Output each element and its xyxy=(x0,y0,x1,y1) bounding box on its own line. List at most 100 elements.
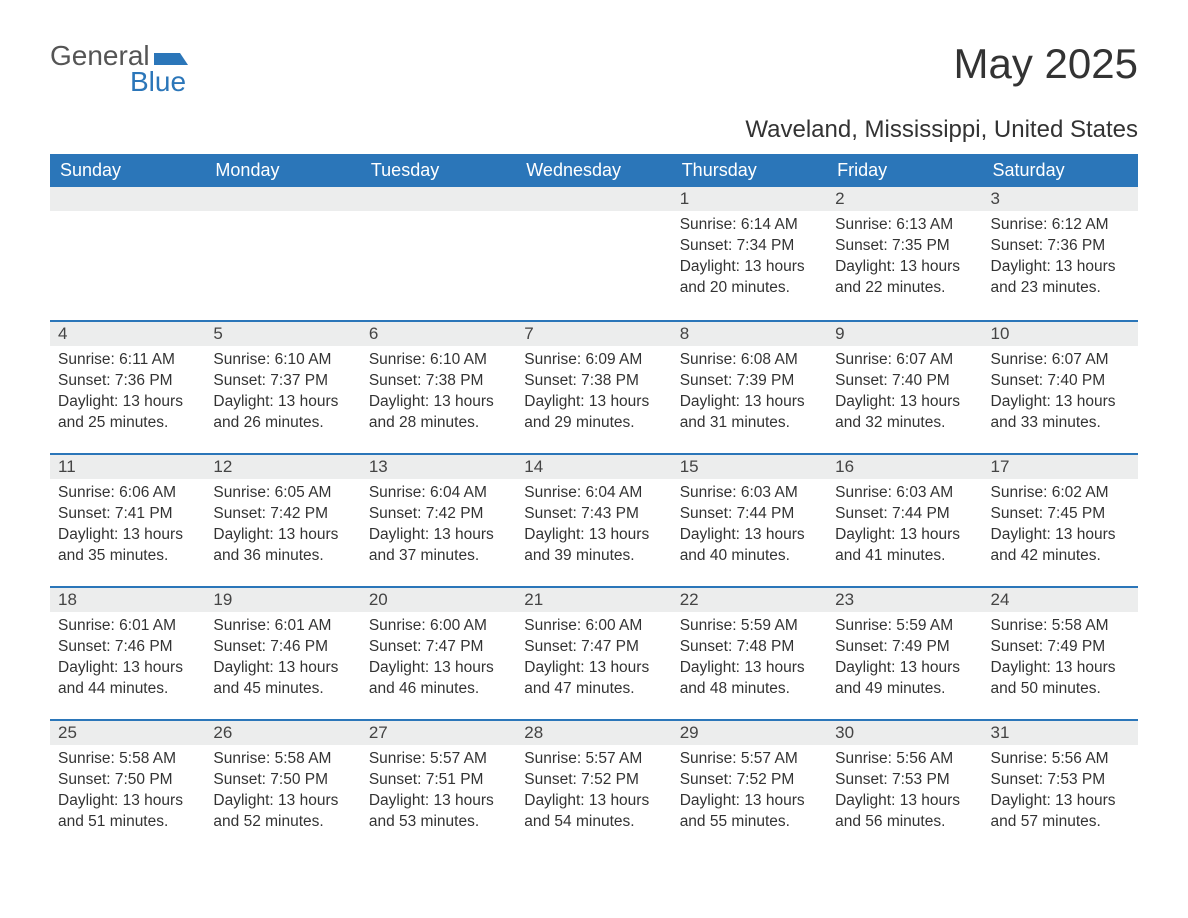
daynum-bar: 25 xyxy=(50,719,205,745)
sunrise-label: Sunrise: xyxy=(524,351,585,368)
sunrise-label: Sunrise: xyxy=(991,351,1052,368)
daynum-bar: 10 xyxy=(983,320,1138,346)
daynum-bar: 20 xyxy=(361,586,516,612)
day-details: Sunrise: 6:06 AMSunset: 7:41 PMDaylight:… xyxy=(50,479,205,567)
sunrise-label: Sunrise: xyxy=(835,216,896,233)
daylight-line: Daylight: 13 hours and 32 minutes. xyxy=(835,392,974,434)
calendar-cell: 20Sunrise: 6:00 AMSunset: 7:47 PMDayligh… xyxy=(361,586,516,719)
calendar-cell xyxy=(50,187,205,320)
sunrise-value: 5:56 AM xyxy=(1052,750,1109,767)
sunset-label: Sunset: xyxy=(213,638,270,655)
sunset-value: 7:51 PM xyxy=(426,771,484,788)
daylight-line: Daylight: 13 hours and 52 minutes. xyxy=(213,791,352,833)
daylight-line: Daylight: 13 hours and 35 minutes. xyxy=(58,525,197,567)
daylight-line: Daylight: 13 hours and 47 minutes. xyxy=(524,658,663,700)
sunset-line: Sunset: 7:42 PM xyxy=(369,504,508,525)
calendar-cell: 16Sunrise: 6:03 AMSunset: 7:44 PMDayligh… xyxy=(827,453,982,586)
daylight-line: Daylight: 13 hours and 23 minutes. xyxy=(991,257,1130,299)
sunrise-line: Sunrise: 6:06 AM xyxy=(58,483,197,504)
calendar-row: 25Sunrise: 5:58 AMSunset: 7:50 PMDayligh… xyxy=(50,719,1138,852)
sunrise-value: 5:58 AM xyxy=(275,750,332,767)
day-details: Sunrise: 6:03 AMSunset: 7:44 PMDaylight:… xyxy=(827,479,982,567)
daylight-line: Daylight: 13 hours and 33 minutes. xyxy=(991,392,1130,434)
sunrise-line: Sunrise: 6:12 AM xyxy=(991,215,1130,236)
sunset-label: Sunset: xyxy=(680,237,737,254)
sunrise-label: Sunrise: xyxy=(991,617,1052,634)
calendar-cell: 18Sunrise: 6:01 AMSunset: 7:46 PMDayligh… xyxy=(50,586,205,719)
daynum-bar: 28 xyxy=(516,719,671,745)
daynum-bar: 7 xyxy=(516,320,671,346)
sunrise-value: 6:09 AM xyxy=(585,351,642,368)
sunset-value: 7:34 PM xyxy=(737,237,795,254)
sunrise-line: Sunrise: 6:04 AM xyxy=(369,483,508,504)
calendar-row: 18Sunrise: 6:01 AMSunset: 7:46 PMDayligh… xyxy=(50,586,1138,719)
sunset-value: 7:35 PM xyxy=(892,237,950,254)
page-title: May 2025 xyxy=(954,40,1138,88)
sunset-label: Sunset: xyxy=(835,237,892,254)
sunset-line: Sunset: 7:40 PM xyxy=(835,371,974,392)
day-details: Sunrise: 5:58 AMSunset: 7:50 PMDaylight:… xyxy=(205,745,360,833)
daylight-label: Daylight: xyxy=(369,526,434,543)
sunrise-label: Sunrise: xyxy=(213,351,274,368)
sunset-value: 7:52 PM xyxy=(737,771,795,788)
sunset-line: Sunset: 7:49 PM xyxy=(835,637,974,658)
sunrise-line: Sunrise: 5:56 AM xyxy=(835,749,974,770)
daylight-label: Daylight: xyxy=(680,659,745,676)
sunset-label: Sunset: xyxy=(835,505,892,522)
sunset-line: Sunset: 7:47 PM xyxy=(524,637,663,658)
sunset-value: 7:37 PM xyxy=(270,372,328,389)
day-details: Sunrise: 6:04 AMSunset: 7:42 PMDaylight:… xyxy=(361,479,516,567)
daylight-label: Daylight: xyxy=(213,526,278,543)
calendar-cell: 8Sunrise: 6:08 AMSunset: 7:39 PMDaylight… xyxy=(672,320,827,453)
sunset-label: Sunset: xyxy=(680,505,737,522)
daynum-bar: 11 xyxy=(50,453,205,479)
sunrise-line: Sunrise: 6:01 AM xyxy=(213,616,352,637)
sunset-value: 7:43 PM xyxy=(581,505,639,522)
daylight-label: Daylight: xyxy=(369,393,434,410)
logo-text-blue: Blue xyxy=(130,66,186,98)
day-details: Sunrise: 5:58 AMSunset: 7:50 PMDaylight:… xyxy=(50,745,205,833)
sunset-line: Sunset: 7:40 PM xyxy=(991,371,1130,392)
sunrise-value: 6:11 AM xyxy=(119,351,175,368)
sunrise-value: 5:56 AM xyxy=(896,750,953,767)
calendar-cell: 10Sunrise: 6:07 AMSunset: 7:40 PMDayligh… xyxy=(983,320,1138,453)
calendar-cell xyxy=(361,187,516,320)
sunrise-label: Sunrise: xyxy=(680,750,741,767)
weekday-header-row: SundayMondayTuesdayWednesdayThursdayFrid… xyxy=(50,154,1138,187)
sunrise-value: 6:08 AM xyxy=(741,351,798,368)
day-details: Sunrise: 5:59 AMSunset: 7:49 PMDaylight:… xyxy=(827,612,982,700)
sunset-line: Sunset: 7:46 PM xyxy=(58,637,197,658)
sunrise-line: Sunrise: 6:11 AM xyxy=(58,350,197,371)
sunrise-line: Sunrise: 5:59 AM xyxy=(835,616,974,637)
sunset-label: Sunset: xyxy=(213,771,270,788)
sunset-label: Sunset: xyxy=(58,638,115,655)
sunset-label: Sunset: xyxy=(991,237,1048,254)
daynum-bar: 21 xyxy=(516,586,671,612)
daynum-bar-empty xyxy=(516,187,671,211)
daylight-label: Daylight: xyxy=(213,393,278,410)
daylight-line: Daylight: 13 hours and 29 minutes. xyxy=(524,392,663,434)
calendar-cell: 17Sunrise: 6:02 AMSunset: 7:45 PMDayligh… xyxy=(983,453,1138,586)
sunrise-label: Sunrise: xyxy=(680,216,741,233)
daylight-label: Daylight: xyxy=(58,792,123,809)
day-details: Sunrise: 5:58 AMSunset: 7:49 PMDaylight:… xyxy=(983,612,1138,700)
daynum-bar: 2 xyxy=(827,187,982,211)
sunrise-line: Sunrise: 6:08 AM xyxy=(680,350,819,371)
sunset-line: Sunset: 7:48 PM xyxy=(680,637,819,658)
sunset-value: 7:42 PM xyxy=(270,505,328,522)
sunrise-line: Sunrise: 6:02 AM xyxy=(991,483,1130,504)
daynum-bar: 18 xyxy=(50,586,205,612)
sunset-label: Sunset: xyxy=(524,638,581,655)
calendar-cell: 26Sunrise: 5:58 AMSunset: 7:50 PMDayligh… xyxy=(205,719,360,852)
daylight-label: Daylight: xyxy=(524,526,589,543)
sunrise-line: Sunrise: 6:03 AM xyxy=(835,483,974,504)
sunset-line: Sunset: 7:50 PM xyxy=(58,770,197,791)
daynum-bar-empty xyxy=(205,187,360,211)
calendar-cell: 9Sunrise: 6:07 AMSunset: 7:40 PMDaylight… xyxy=(827,320,982,453)
sunrise-value: 6:04 AM xyxy=(585,484,642,501)
sunrise-line: Sunrise: 5:57 AM xyxy=(369,749,508,770)
sunrise-label: Sunrise: xyxy=(213,484,274,501)
sunset-label: Sunset: xyxy=(58,505,115,522)
daylight-label: Daylight: xyxy=(524,659,589,676)
sunset-line: Sunset: 7:46 PM xyxy=(213,637,352,658)
